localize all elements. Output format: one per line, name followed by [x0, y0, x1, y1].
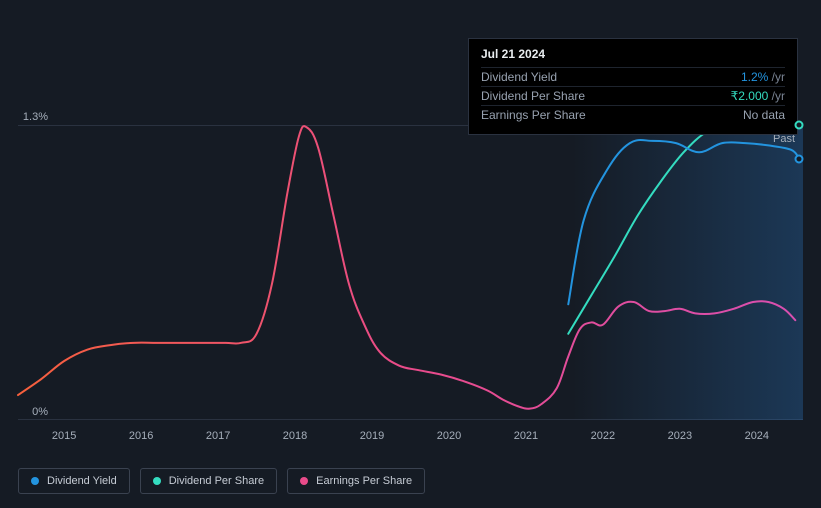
tooltip: Jul 21 2024 Dividend Yield1.2% /yrDivide… — [468, 38, 798, 135]
series-end-marker — [795, 121, 804, 130]
tooltip-row-value: 1.2% /yr — [741, 70, 785, 84]
tooltip-row: Dividend Per Share ₹2.000 /yr — [481, 86, 785, 105]
legend-dot-icon — [31, 477, 39, 485]
plot-area — [18, 125, 803, 420]
x-axis-tick: 2017 — [206, 430, 230, 442]
legend-label: Dividend Per Share — [169, 475, 264, 487]
legend-item[interactable]: Dividend Per Share — [140, 468, 277, 494]
tooltip-row-label: Dividend Yield — [481, 70, 557, 84]
legend-item[interactable]: Dividend Yield — [18, 468, 130, 494]
series-line — [18, 126, 795, 409]
tooltip-row: Earnings Per Share No data — [481, 105, 785, 124]
x-axis-tick: 2015 — [52, 430, 76, 442]
legend-dot-icon — [153, 477, 161, 485]
x-axis-tick: 2020 — [437, 430, 461, 442]
tooltip-row-value: No data — [743, 108, 785, 122]
tooltip-row-label: Earnings Per Share — [481, 108, 586, 122]
series-line — [568, 140, 799, 304]
legend: Dividend Yield Dividend Per Share Earnings… — [18, 468, 425, 494]
series-end-marker — [795, 155, 804, 164]
x-axis-tick: 2021 — [514, 430, 538, 442]
x-axis-tick: 2022 — [591, 430, 615, 442]
x-axis-tick: 2023 — [668, 430, 692, 442]
tooltip-row-label: Dividend Per Share — [481, 89, 585, 103]
legend-dot-icon — [300, 477, 308, 485]
tooltip-date: Jul 21 2024 — [481, 47, 785, 61]
legend-item[interactable]: Earnings Per Share — [287, 468, 425, 494]
y-axis-tick-bottom: 0% — [18, 406, 48, 418]
y-axis-tick-top: 1.3% — [18, 111, 48, 123]
x-axis-tick: 2016 — [129, 430, 153, 442]
tooltip-row-value: ₹2.000 /yr — [731, 89, 785, 103]
x-axis-tick: 2024 — [745, 430, 769, 442]
tooltip-row: Dividend Yield 1.2% /yr — [481, 67, 785, 86]
chart-lines — [18, 125, 803, 420]
x-axis-tick: 2019 — [360, 430, 384, 442]
x-axis-tick: 2018 — [283, 430, 307, 442]
legend-label: Earnings Per Share — [316, 475, 412, 487]
legend-label: Dividend Yield — [47, 475, 117, 487]
